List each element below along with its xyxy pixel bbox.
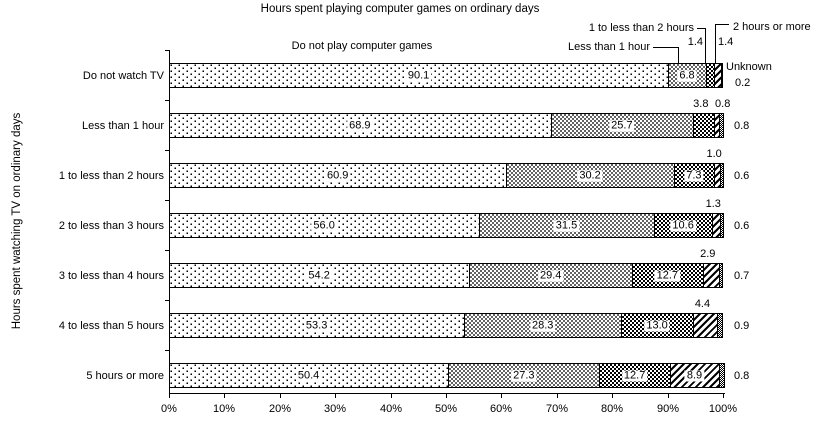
value-label: 53.3 xyxy=(303,319,330,332)
value-label: 90.1 xyxy=(405,69,432,82)
category-label: 4 to less than 5 hours xyxy=(58,319,164,332)
x-axis-tick xyxy=(391,394,392,398)
value-label: 29.4 xyxy=(537,269,564,282)
x-axis-tick xyxy=(280,394,281,398)
value-label: 56.0 xyxy=(311,219,337,232)
legend-label-less-than-1-hour: Less than 1 hour xyxy=(568,41,650,53)
x-axis-tick-label: 0% xyxy=(161,403,177,415)
y-axis-tick xyxy=(165,150,170,151)
chart-title: Hours spent playing computer games on or… xyxy=(260,3,540,15)
value-label-above: 0.8 xyxy=(715,98,731,110)
x-axis-tick-label: 40% xyxy=(379,403,403,415)
bar-segment xyxy=(721,63,723,88)
callout-line-less-than-1-hour-drop xyxy=(678,47,679,63)
x-axis-tick-label: 30% xyxy=(323,403,347,415)
x-axis-tick xyxy=(668,394,669,398)
category-label: 2 to less than 3 hours xyxy=(58,219,164,232)
x-axis-tick xyxy=(335,394,336,398)
value-label-right: 0.9 xyxy=(734,319,750,332)
value-label-above: 4.4 xyxy=(694,298,711,310)
x-axis-line xyxy=(169,393,725,394)
legend-label-unknown: Unknown xyxy=(726,61,772,73)
x-axis-tick xyxy=(501,394,502,398)
y-axis-tick xyxy=(165,250,170,251)
value-label: 50.4 xyxy=(295,369,322,382)
legend-label-2-hours-or-more: 2 hours or more xyxy=(733,21,811,33)
value-label-right: 0.6 xyxy=(734,219,750,232)
value-label: 68.9 xyxy=(347,119,373,132)
value-label-above: 3.8 xyxy=(693,98,709,110)
callout-line-2-hours-or-more xyxy=(715,24,729,25)
value-label: 7.3 xyxy=(684,169,704,182)
category-label: 1 to less than 2 hours xyxy=(58,169,164,182)
value-label: 60.9 xyxy=(324,169,351,182)
value-label: 10.6 xyxy=(670,219,696,232)
value-label-2-hours-or-more-row0: 1.4 xyxy=(718,36,734,48)
x-axis-tick-label: 20% xyxy=(268,403,292,415)
x-axis-tick xyxy=(446,394,447,398)
value-label-above: 2.9 xyxy=(700,248,716,260)
legend-label-do-not-play: Do not play computer games xyxy=(291,40,433,52)
bar-segment xyxy=(720,213,724,238)
x-axis-tick xyxy=(723,394,724,398)
legend-label-1-to-2-hours: 1 to less than 2 hours xyxy=(588,22,694,34)
y-axis-tick xyxy=(165,200,170,201)
bar-segment xyxy=(703,263,720,288)
value-label: 8.9 xyxy=(684,369,705,382)
value-label: 12.7 xyxy=(621,369,648,382)
callout-line-2-hours-or-more-drop xyxy=(715,24,716,63)
value-label: 30.2 xyxy=(577,169,603,182)
y-axis-tick xyxy=(165,100,170,101)
value-label-above: 1.3 xyxy=(705,198,721,210)
x-axis-tick-label: 70% xyxy=(545,403,569,415)
value-label-right: 0.7 xyxy=(734,269,750,282)
value-label: 27.3 xyxy=(511,369,537,382)
y-axis-tick xyxy=(165,50,170,51)
x-axis-tick xyxy=(169,394,170,398)
value-label: 31.5 xyxy=(553,219,580,232)
callout-line-1-to-2-hours xyxy=(697,28,705,29)
category-label: Do not watch TV xyxy=(82,69,164,82)
x-axis-tick-label: 50% xyxy=(434,403,458,415)
x-axis-tick-label: 80% xyxy=(600,403,624,415)
callout-line-1-to-2-hours-drop xyxy=(705,28,706,63)
bar-segment xyxy=(717,313,723,338)
value-label: 28.3 xyxy=(529,319,556,332)
y-axis-tick xyxy=(165,350,170,351)
category-label: 3 to less than 4 hours xyxy=(58,269,164,282)
x-axis-tick-label: 60% xyxy=(489,403,513,415)
value-label-right: 0.8 xyxy=(734,119,750,132)
x-axis-tick xyxy=(557,394,558,398)
bar-segment xyxy=(719,113,724,138)
value-label: 12.7 xyxy=(654,269,681,282)
value-label-right: 0.6 xyxy=(734,169,750,182)
callout-line-less-than-1-hour xyxy=(653,47,678,48)
value-label: 13.0 xyxy=(644,319,670,332)
value-label: 54.2 xyxy=(306,269,332,282)
value-label: 6.8 xyxy=(677,69,697,82)
x-axis-tick xyxy=(224,394,225,398)
x-axis-tick-label: 10% xyxy=(212,403,236,415)
x-axis-tick-label: 90% xyxy=(656,403,680,415)
x-axis-tick xyxy=(612,394,613,398)
bar-segment xyxy=(719,263,723,288)
value-label-right: 0.8 xyxy=(734,369,750,382)
value-label: 25.7 xyxy=(609,119,635,132)
bar-segment xyxy=(720,163,724,188)
value-label-1-to-2-hours-row0: 1.4 xyxy=(687,36,703,48)
category-label: 5 hours or more xyxy=(86,369,164,382)
bar-segment xyxy=(693,113,715,138)
bar-segment xyxy=(719,363,725,388)
y-axis-tick xyxy=(165,300,170,301)
category-label: Less than 1 hour xyxy=(82,119,164,132)
value-label-unknown-row0: 0.2 xyxy=(735,77,751,89)
x-axis-tick-label: 100% xyxy=(708,403,738,415)
value-label-above: 1.0 xyxy=(706,148,722,160)
bar-segment xyxy=(693,313,718,338)
